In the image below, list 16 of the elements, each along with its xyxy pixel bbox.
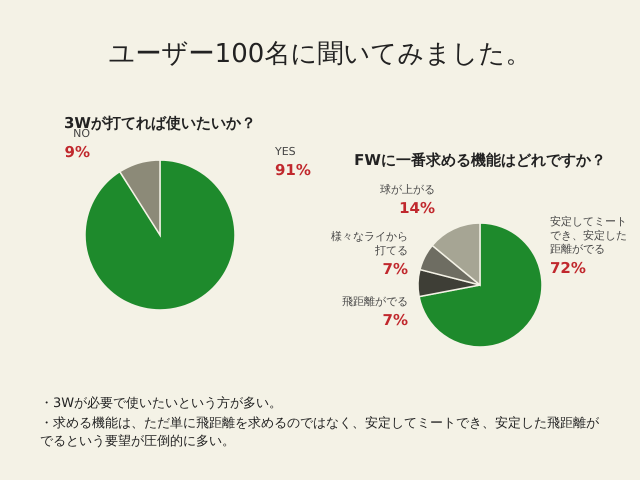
chart-title: FWに一番求める機能はどれですか？ (354, 151, 606, 169)
text: ・3Wが必要で使いたいという方が多い。 (40, 395, 284, 413)
slice-label: YES (274, 145, 296, 158)
slice-label: 球が上がる (380, 183, 435, 196)
data-label: 9% (64, 143, 90, 161)
slice-label: 様々なライから打てる (331, 230, 408, 257)
data-label: 7% (382, 311, 408, 329)
data-label: 7% (382, 260, 408, 278)
data-label: 14% (399, 199, 435, 217)
text: ・求める機能は、ただ単に飛距離を求めるのではなく、安定してミートでき、安定した飛距離がでるという要望が圧倒的に多い。 (40, 415, 600, 451)
slice-label: 安定してミートでき、安定した距離がでる (550, 215, 627, 256)
data-label: 72% (550, 259, 586, 277)
slice-label: 飛距離がでる (342, 295, 408, 308)
text: ユーザー100名に聞いてみました。 (108, 39, 532, 69)
slice-label: NO (73, 127, 90, 140)
data-label: 91% (275, 161, 311, 179)
